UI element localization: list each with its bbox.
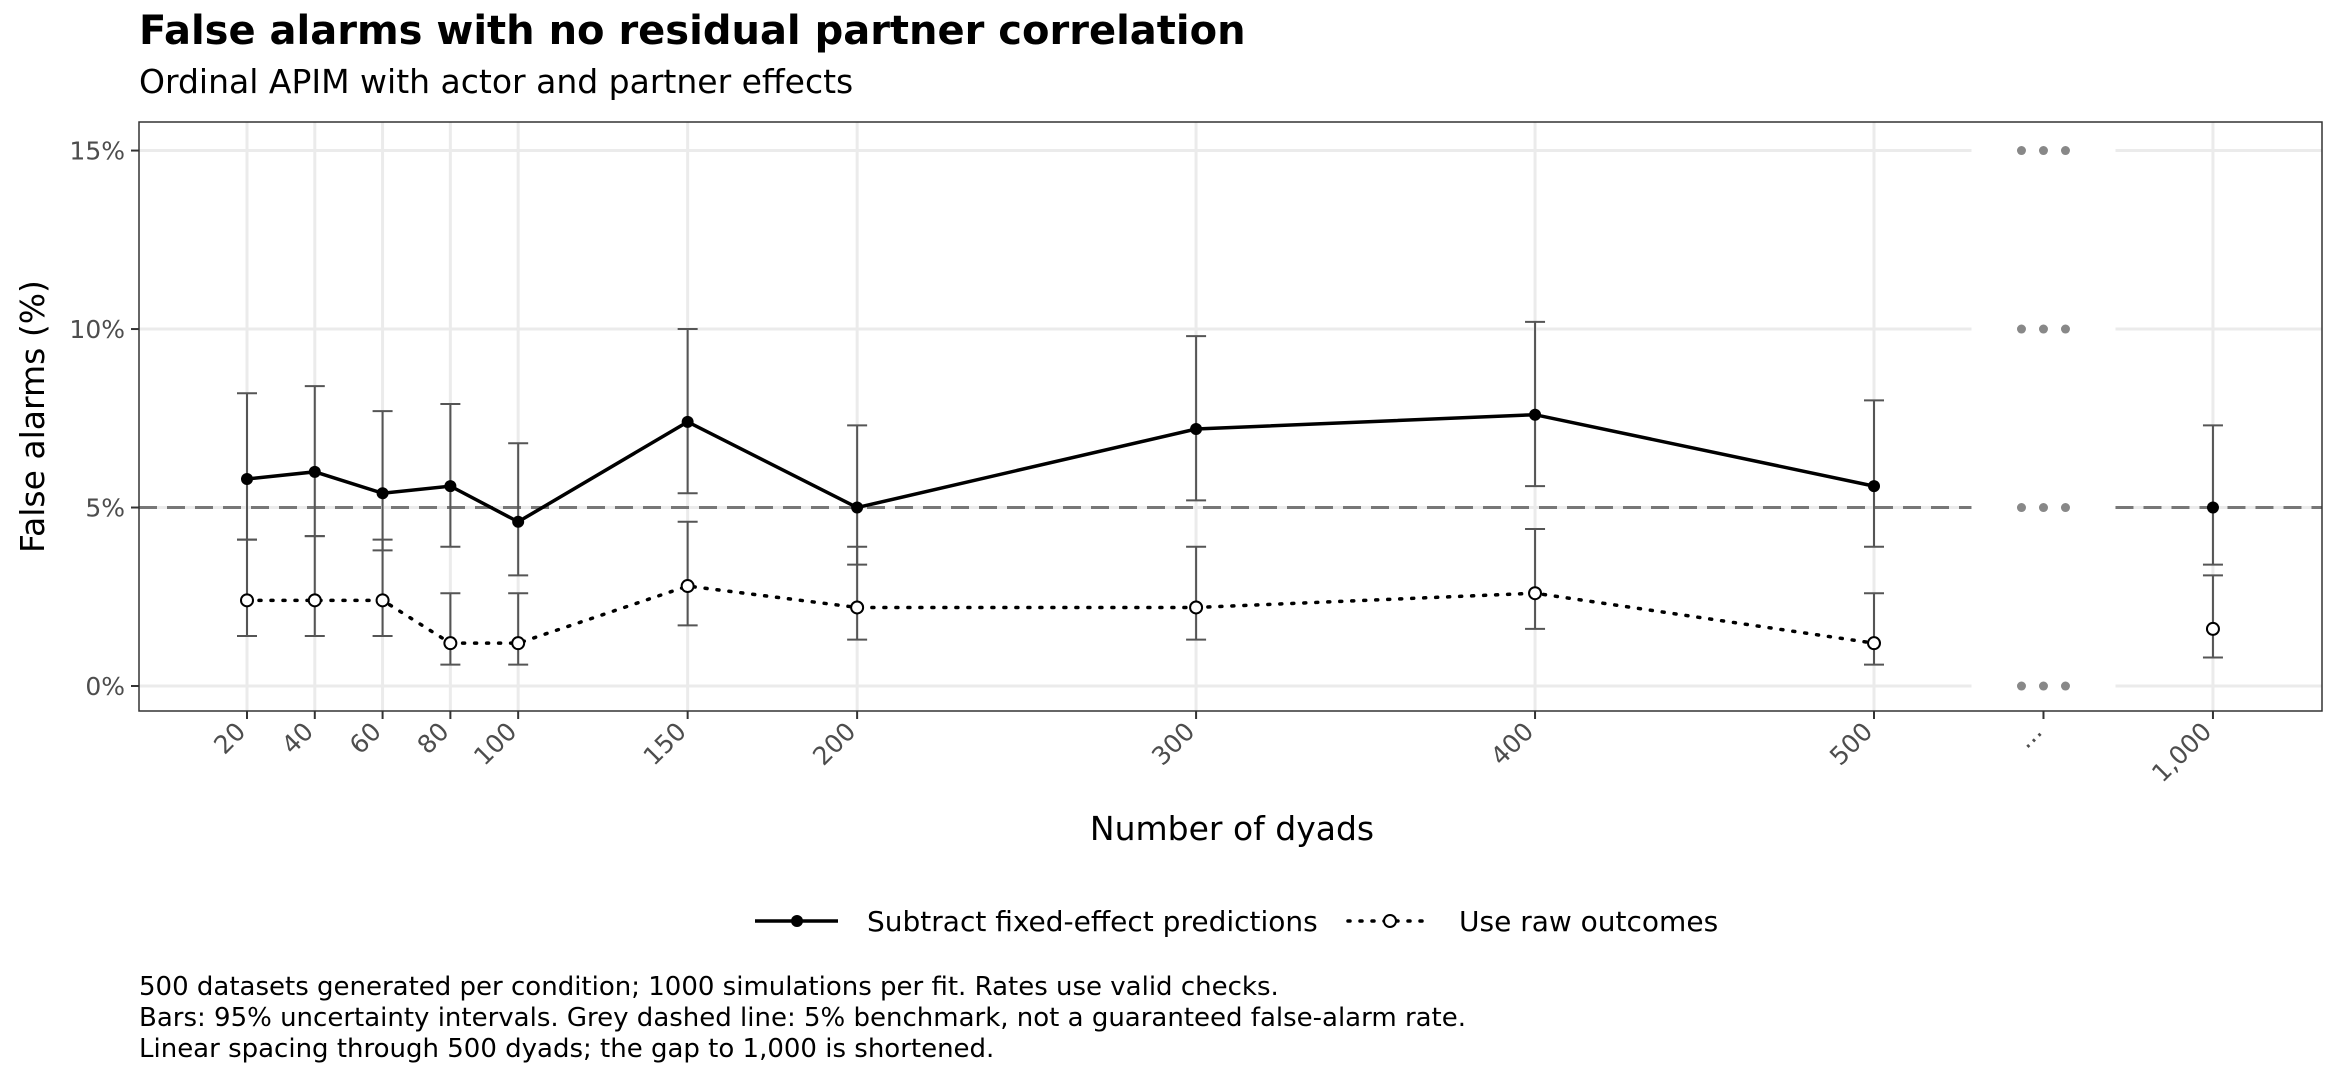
break-dot xyxy=(2038,324,2048,334)
break-dot xyxy=(2038,503,2048,513)
data-point xyxy=(680,579,695,594)
data-point xyxy=(2206,501,2219,514)
break-dot xyxy=(2038,146,2048,156)
series-line xyxy=(245,584,1876,645)
data-point xyxy=(511,636,526,651)
x-axis-label: Number of dyads xyxy=(1090,809,1374,848)
break-dot xyxy=(2060,681,2070,691)
break-dot xyxy=(2060,324,2070,334)
data-point xyxy=(850,600,865,615)
x-tick-label: 40 xyxy=(276,717,319,760)
y-tick-label: 15% xyxy=(69,137,125,166)
x-tick-label: 1,000 xyxy=(2146,717,2217,788)
legend-label: Subtract fixed-effect predictions xyxy=(867,905,1318,938)
break-dot xyxy=(2038,681,2048,691)
legend: Subtract fixed-effect predictions Use raw… xyxy=(755,905,1718,938)
y-axis-label: False alarms (%) xyxy=(13,280,52,553)
break-dot xyxy=(2016,324,2026,334)
chart-title: False alarms with no residual partner co… xyxy=(139,8,1246,54)
x-tick-label: 400 xyxy=(1485,717,1539,771)
x-tick-label: 300 xyxy=(1146,717,1200,771)
caption-line: Bars: 95% uncertainty intervals. Grey da… xyxy=(139,1003,1467,1033)
x-tick-label: 20 xyxy=(208,717,251,760)
break-dot xyxy=(2016,146,2026,156)
data-point xyxy=(308,465,321,478)
caption-line: Linear spacing through 500 dyads; the ga… xyxy=(139,1034,995,1064)
x-tick-label: ... xyxy=(2010,717,2047,754)
break-dot xyxy=(2060,146,2070,156)
series-lines xyxy=(245,412,1876,645)
x-tick-label: 60 xyxy=(344,717,387,760)
x-tick-label: 200 xyxy=(807,717,861,771)
data-point xyxy=(512,515,525,528)
data-point xyxy=(1529,408,1542,421)
chart-subtitle: Ordinal APIM with actor and partner effe… xyxy=(139,62,854,101)
data-points xyxy=(240,408,2220,651)
y-tick-label: 10% xyxy=(69,315,125,344)
y-tick-label: 5% xyxy=(85,494,125,523)
break-dot xyxy=(2060,503,2070,513)
data-point xyxy=(1189,600,1204,615)
panel-border xyxy=(138,121,2323,712)
x-tick-label: 80 xyxy=(412,717,455,760)
legend-label: Use raw outcomes xyxy=(1459,905,1718,938)
data-point xyxy=(307,593,322,608)
data-point xyxy=(681,415,694,428)
data-point xyxy=(444,480,457,493)
x-axis: 20 40 60 80 100 150 200 300 400 500... 1,000 xyxy=(208,711,2217,788)
y-axis: 0% 5% 10% 15% xyxy=(69,137,139,701)
chart-caption: 500 datasets generated per condition; 10… xyxy=(139,972,1466,1065)
data-point xyxy=(2205,621,2220,636)
caption-line: 500 datasets generated per condition; 10… xyxy=(139,972,1279,1002)
grid-lines xyxy=(139,122,2322,711)
series-line xyxy=(246,412,1875,524)
data-point xyxy=(443,636,458,651)
data-point xyxy=(376,487,389,500)
legend-marker xyxy=(791,915,803,927)
x-tick-label: 100 xyxy=(468,717,522,771)
y-tick-label: 0% xyxy=(85,672,125,701)
data-point xyxy=(375,593,390,608)
data-point xyxy=(241,472,253,485)
data-point xyxy=(1190,422,1203,435)
x-tick-label: 150 xyxy=(638,717,692,771)
axis-break-dots xyxy=(2016,146,2070,691)
data-point xyxy=(1868,480,1880,493)
break-dot xyxy=(2016,681,2026,691)
data-point xyxy=(1867,636,1881,651)
break-dot xyxy=(2016,503,2026,513)
legend-marker xyxy=(1383,914,1397,928)
error-bars xyxy=(237,320,2223,666)
x-tick-label: 500 xyxy=(1824,717,1878,771)
data-point xyxy=(851,501,864,514)
data-point xyxy=(240,593,254,608)
data-point xyxy=(1528,586,1543,601)
